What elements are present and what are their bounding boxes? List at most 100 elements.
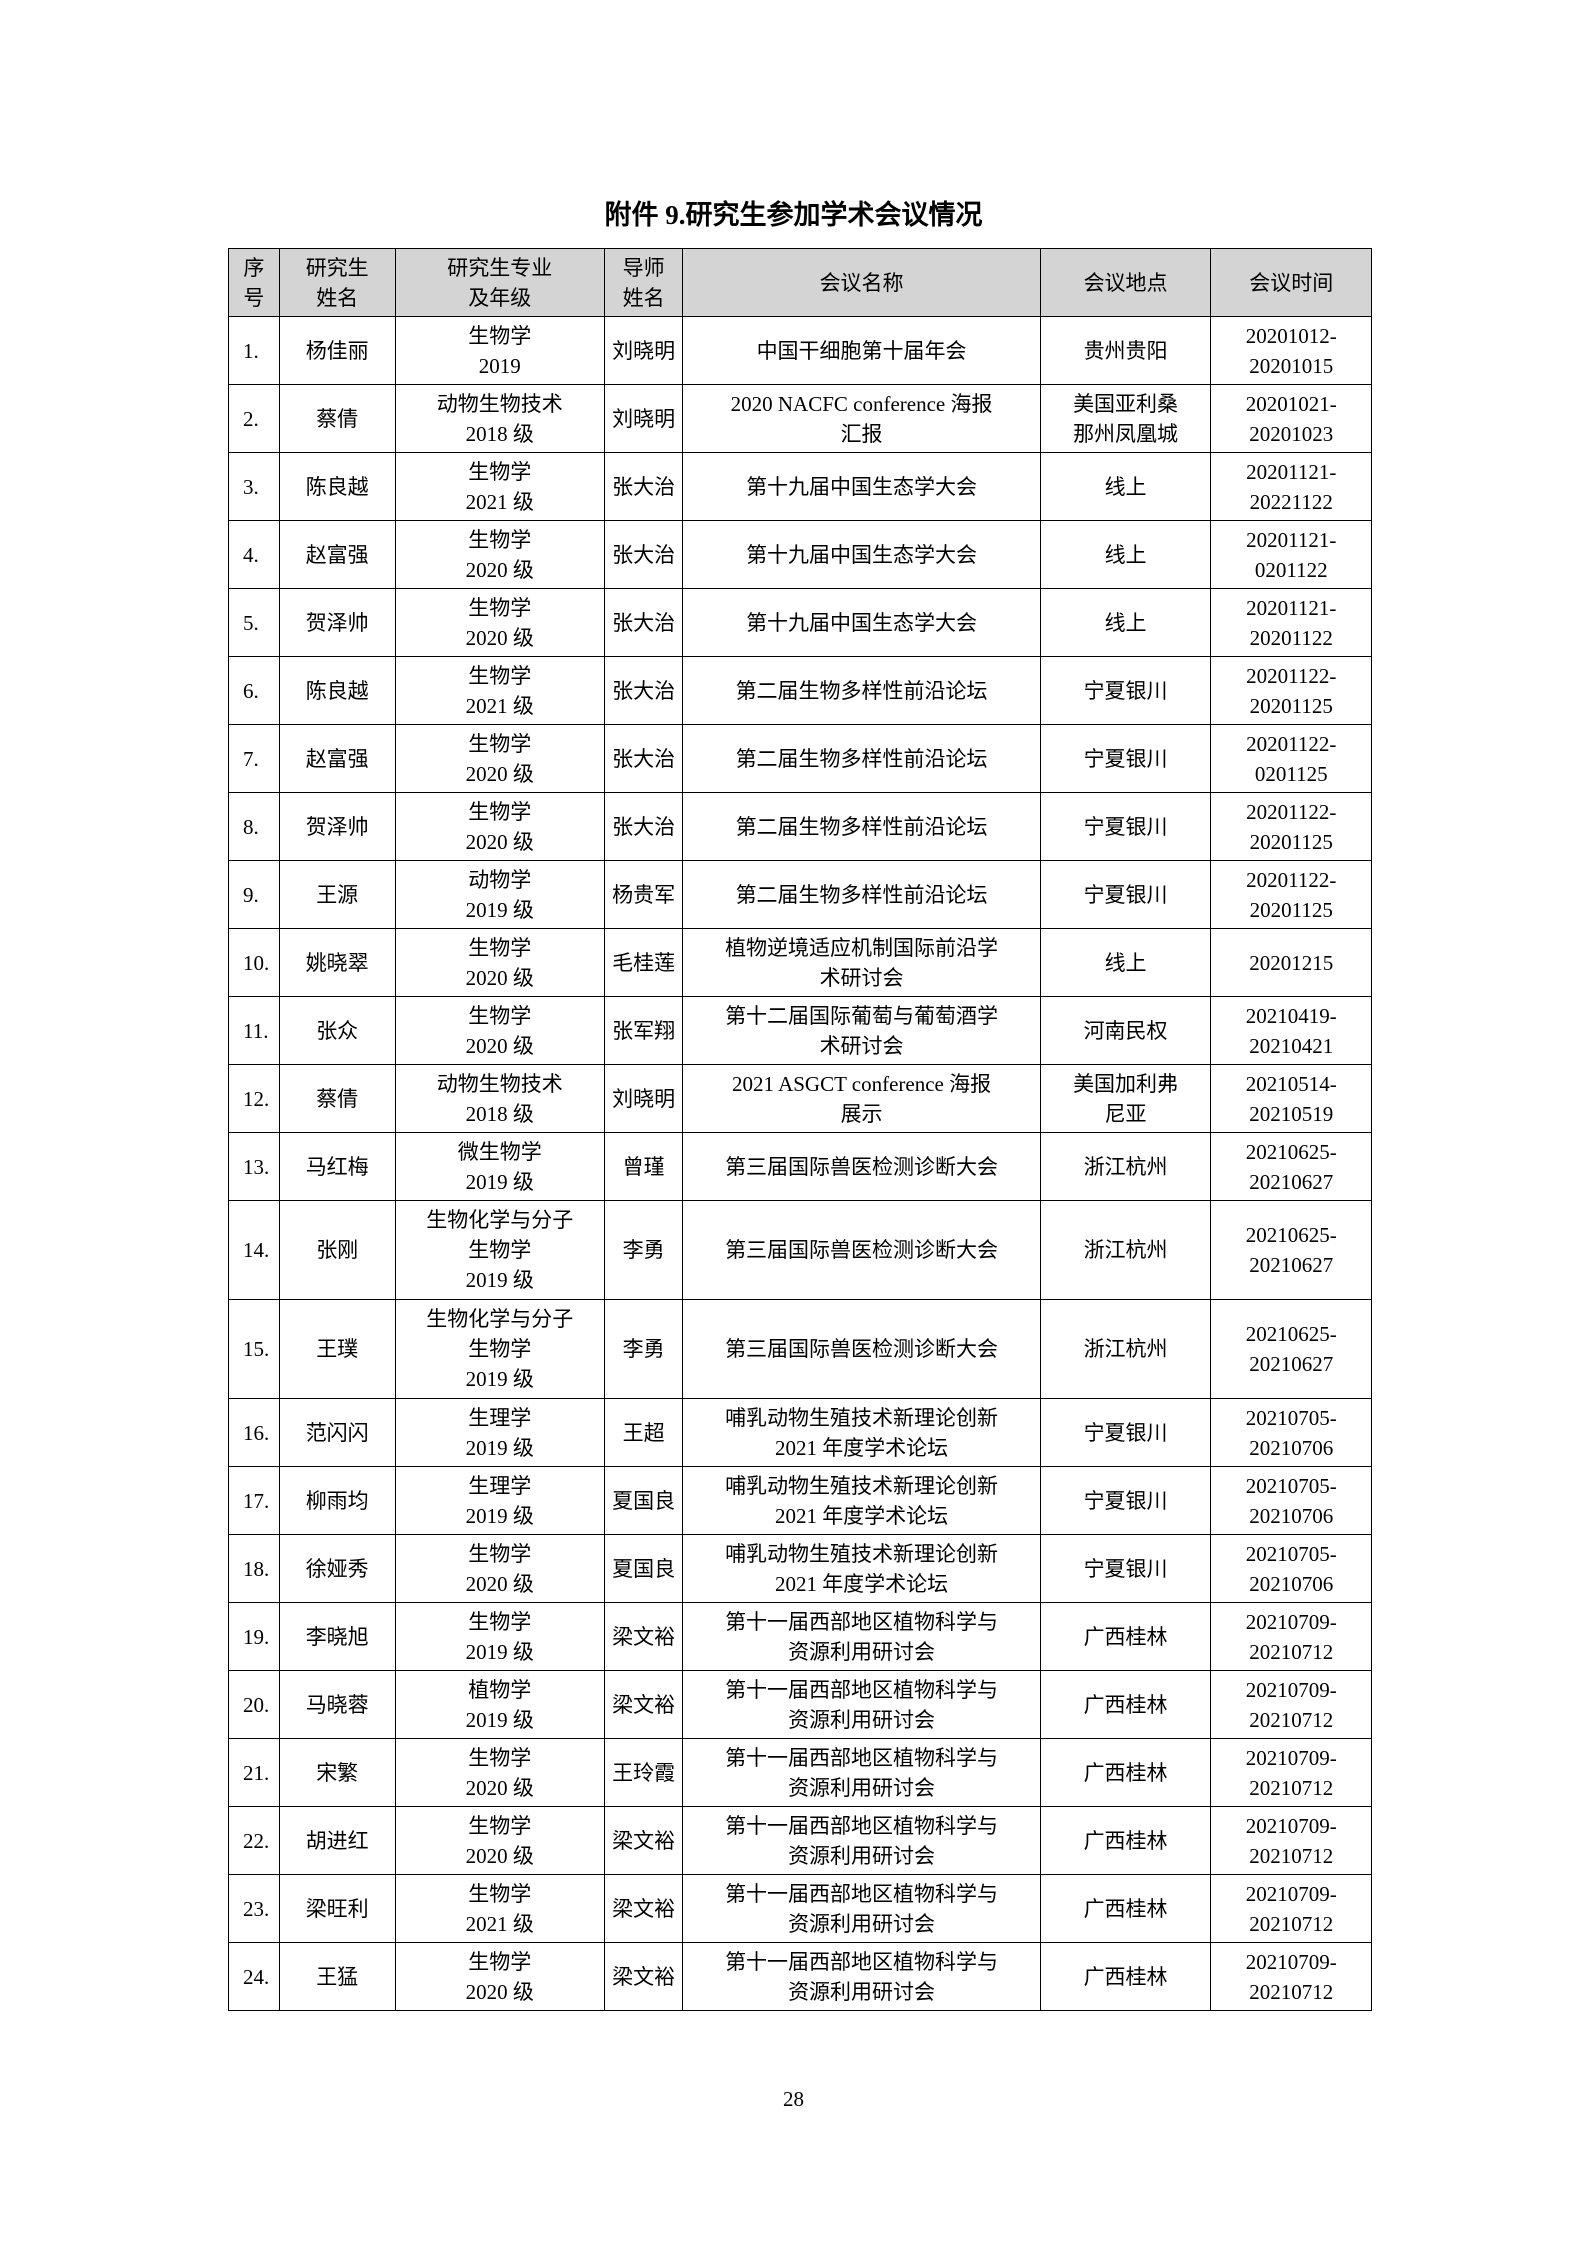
cell-advisor: 张大治: [603, 588, 684, 657]
cell-date: 20210709- 20210712: [1210, 1874, 1372, 1943]
cell-index: 16.: [228, 1398, 280, 1467]
cell-index: 5.: [228, 588, 280, 657]
table-row: 19. 李晓旭 生物学 2019 级梁文裕 第十一届西部地区植物科学与 资源利用研讨会 广西…: [228, 1602, 1372, 1671]
cell-location: 浙江杭州: [1039, 1200, 1212, 1300]
cell-major-grade: 生理学 2019 级: [394, 1398, 605, 1467]
table-row: 16. 范闪闪 生理学 2019 级王超 哺乳动物生殖技术新理论创新 2021 年度学术论…: [228, 1398, 1372, 1467]
table-row: 11. 张众 生物学 2020 级张军翔 第十二届国际葡萄与葡萄酒学 术研讨会 河南民权 20…: [228, 996, 1372, 1065]
cell-date: 20210705- 20210706: [1210, 1398, 1372, 1467]
cell-date: 20201021- 20201023: [1210, 384, 1372, 453]
cell-advisor: 梁文裕: [603, 1942, 684, 2011]
cell-advisor: 张大治: [603, 656, 684, 725]
cell-location: 线上: [1039, 452, 1212, 521]
cell-index: 17.: [228, 1466, 280, 1535]
table-row: 2. 蔡倩 动物生物技术 2018 级刘晓明 2020 NACFC conference…: [228, 384, 1372, 453]
cell-conference-name: 哺乳动物生殖技术新理论创新 2021 年度学术论坛: [682, 1534, 1041, 1603]
table-row: 6. 陈良越 生物学 2021 级张大治 第二届生物多样性前沿论坛 宁夏银川 2020112…: [228, 656, 1372, 725]
cell-student-name: 赵富强: [278, 724, 396, 793]
cell-conference-name: 植物逆境适应机制国际前沿学 术研讨会: [682, 928, 1041, 997]
cell-index: 10.: [228, 928, 280, 997]
table-row: 3. 陈良越 生物学 2021 级张大治 第十九届中国生态学大会 线上 20201121- 2…: [228, 452, 1372, 521]
cell-major-grade: 生物学 2020 级: [394, 588, 605, 657]
cell-student-name: 范闪闪: [278, 1398, 396, 1467]
header-location: 会议地点: [1039, 248, 1212, 317]
cell-location: 河南民权: [1039, 996, 1212, 1065]
cell-conference-name: 第十一届西部地区植物科学与 资源利用研讨会: [682, 1874, 1041, 1943]
header-advisor: 导师 姓名: [603, 248, 684, 317]
cell-advisor: 李勇: [603, 1200, 684, 1300]
cell-index: 11.: [228, 996, 280, 1065]
cell-index: 15.: [228, 1299, 280, 1399]
cell-major-grade: 动物学 2019 级: [394, 860, 605, 929]
cell-conference-name: 第二届生物多样性前沿论坛: [682, 724, 1041, 793]
header-major-grade: 研究生专业 及年级: [394, 248, 605, 317]
cell-date: 20210709- 20210712: [1210, 1670, 1372, 1739]
cell-date: 20210705- 20210706: [1210, 1534, 1372, 1603]
cell-location: 广西桂林: [1039, 1874, 1212, 1943]
cell-location: 美国加利弗 尼亚: [1039, 1064, 1212, 1133]
cell-major-grade: 生物学 2019: [394, 316, 605, 385]
cell-student-name: 陈良越: [278, 452, 396, 521]
cell-advisor: 王玲霞: [603, 1738, 684, 1807]
cell-index: 2.: [228, 384, 280, 453]
table-row: 18. 徐娅秀 生物学 2020 级夏国良 哺乳动物生殖技术新理论创新 2021 年度学术…: [228, 1534, 1372, 1603]
cell-date: 20201012- 20201015: [1210, 316, 1372, 385]
cell-date: 20201215: [1210, 928, 1372, 997]
table-row: 10. 姚晓翠 生物学 2020 级毛桂莲 植物逆境适应机制国际前沿学 术研讨会 线上 202…: [228, 928, 1372, 997]
cell-location: 浙江杭州: [1039, 1299, 1212, 1399]
cell-index: 18.: [228, 1534, 280, 1603]
cell-conference-name: 第十一届西部地区植物科学与 资源利用研讨会: [682, 1738, 1041, 1807]
table-row: 21. 宋繁 生物学 2020 级王玲霞 第十一届西部地区植物科学与 资源利用研讨会 广西桂…: [228, 1738, 1372, 1807]
table-row: 12. 蔡倩 动物生物技术 2018 级刘晓明 2021 ASGCT conferenc…: [228, 1064, 1372, 1133]
cell-advisor: 梁文裕: [603, 1602, 684, 1671]
cell-index: 19.: [228, 1602, 280, 1671]
table-row: 1. 杨佳丽 生物学 2019 刘晓明 中国干细胞第十届年会 贵州贵阳 20201012- 20…: [228, 316, 1372, 385]
table-row: 17. 柳雨均 生理学 2019 级夏国良 哺乳动物生殖技术新理论创新 2021 年度学术…: [228, 1466, 1372, 1535]
header-index: 序号: [228, 248, 280, 317]
cell-major-grade: 动物生物技术 2018 级: [394, 384, 605, 453]
cell-date: 20210419- 20210421: [1210, 996, 1372, 1065]
cell-major-grade: 生物学 2020 级: [394, 520, 605, 589]
cell-conference-name: 2020 NACFC conference 海报 汇报: [682, 384, 1041, 453]
cell-student-name: 胡进红: [278, 1806, 396, 1875]
cell-index: 6.: [228, 656, 280, 725]
cell-index: 23.: [228, 1874, 280, 1943]
cell-advisor: 张大治: [603, 520, 684, 589]
cell-date: 20210709- 20210712: [1210, 1602, 1372, 1671]
cell-index: 9.: [228, 860, 280, 929]
cell-student-name: 蔡倩: [278, 1064, 396, 1133]
cell-advisor: 毛桂莲: [603, 928, 684, 997]
cell-student-name: 贺泽帅: [278, 792, 396, 861]
cell-index: 7.: [228, 724, 280, 793]
cell-conference-name: 哺乳动物生殖技术新理论创新 2021 年度学术论坛: [682, 1398, 1041, 1467]
cell-index: 22.: [228, 1806, 280, 1875]
cell-student-name: 宋繁: [278, 1738, 396, 1807]
table-row: 24. 王猛 生物学 2020 级梁文裕 第十一届西部地区植物科学与 资源利用研讨会 广西桂…: [228, 1942, 1372, 2011]
cell-student-name: 马红梅: [278, 1132, 396, 1201]
cell-location: 浙江杭州: [1039, 1132, 1212, 1201]
table-row: 23. 梁旺利 生物学 2021 级梁文裕 第十一届西部地区植物科学与 资源利用研讨会 广西…: [228, 1874, 1372, 1943]
cell-date: 20210514- 20210519: [1210, 1064, 1372, 1133]
cell-index: 1.: [228, 316, 280, 385]
page-number: 28: [783, 2087, 804, 2111]
cell-conference-name: 第十一届西部地区植物科学与 资源利用研讨会: [682, 1602, 1041, 1671]
cell-major-grade: 生物学 2021 级: [394, 1874, 605, 1943]
cell-index: 24.: [228, 1942, 280, 2011]
cell-advisor: 张大治: [603, 452, 684, 521]
cell-index: 13.: [228, 1132, 280, 1201]
cell-major-grade: 生物化学与分子 生物学 2019 级: [394, 1299, 605, 1399]
cell-major-grade: 生物化学与分子 生物学 2019 级: [394, 1200, 605, 1300]
cell-major-grade: 生物学 2021 级: [394, 656, 605, 725]
cell-index: 4.: [228, 520, 280, 589]
cell-advisor: 王超: [603, 1398, 684, 1467]
cell-location: 宁夏银川: [1039, 1534, 1212, 1603]
cell-location: 广西桂林: [1039, 1806, 1212, 1875]
cell-date: 20210625- 20210627: [1210, 1132, 1372, 1201]
cell-advisor: 刘晓明: [603, 1064, 684, 1133]
cell-advisor: 梁文裕: [603, 1670, 684, 1739]
cell-conference-name: 中国干细胞第十届年会: [682, 316, 1041, 385]
cell-location: 宁夏银川: [1039, 724, 1212, 793]
header-conference-name: 会议名称: [682, 248, 1041, 317]
page-title: 附件 9.研究生参加学术会议情况: [604, 200, 983, 230]
header-student-name: 研究生 姓名: [278, 248, 396, 317]
